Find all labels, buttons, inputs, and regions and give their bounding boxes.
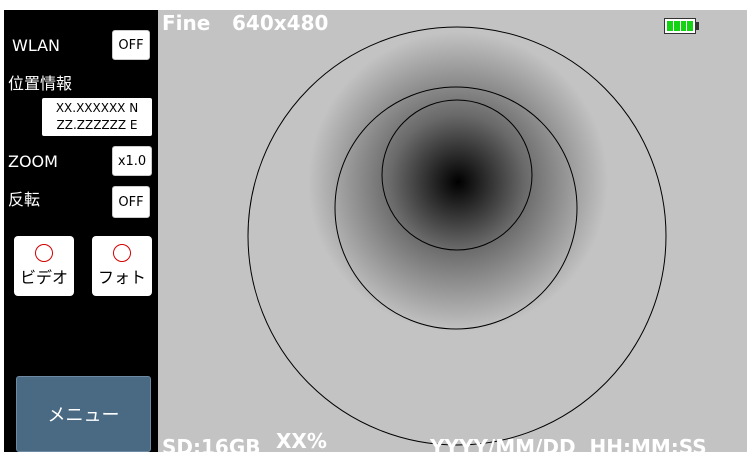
longitude-value: ZZ.ZZZZZZ E bbox=[56, 118, 138, 132]
storage-text: SD:16GB bbox=[162, 435, 261, 452]
photo-capture-button[interactable]: フォト bbox=[92, 236, 152, 296]
video-record-button[interactable]: ビデオ bbox=[14, 236, 74, 296]
location-label: 位置情報 bbox=[8, 74, 73, 93]
viewfinder[interactable]: Fine 640x480 SD:16GB XX% YYYY/MM/DD HH:M… bbox=[158, 10, 747, 452]
video-label: ビデオ bbox=[19, 268, 68, 287]
flip-toggle-button[interactable]: OFF bbox=[112, 186, 150, 218]
dark-spot bbox=[308, 32, 608, 332]
zoom-label: ZOOM bbox=[8, 152, 58, 171]
datetime-text: YYYY/MM/DD HH:MM:SS bbox=[430, 435, 707, 452]
wlan-toggle-button[interactable]: OFF bbox=[112, 30, 150, 60]
battery-icon bbox=[664, 18, 696, 34]
outer-ring bbox=[247, 26, 667, 446]
wlan-label: WLAN bbox=[12, 36, 61, 55]
flip-label: 反転 bbox=[8, 190, 41, 209]
control-sidebar: WLAN OFF 位置情報 XX.XXXXXX N ZZ.ZZZZZZ E ZO… bbox=[4, 10, 158, 452]
middle-ring bbox=[334, 86, 578, 330]
target-rings bbox=[158, 10, 747, 452]
storage-percent: XX% bbox=[276, 429, 327, 452]
menu-button[interactable]: メニュー bbox=[16, 376, 151, 452]
location-readout[interactable]: XX.XXXXXX N ZZ.ZZZZZZ E bbox=[42, 98, 152, 136]
record-ring-icon bbox=[113, 244, 131, 262]
latitude-value: XX.XXXXXX N bbox=[55, 101, 139, 115]
zoom-button[interactable]: x1.0 bbox=[112, 146, 152, 176]
inner-ring bbox=[381, 99, 533, 251]
resolution-text: 640x480 bbox=[232, 11, 329, 35]
photo-label: フォト bbox=[97, 268, 146, 287]
record-ring-icon bbox=[35, 244, 53, 262]
quality-text: Fine bbox=[162, 11, 211, 35]
battery-tip bbox=[696, 22, 699, 30]
